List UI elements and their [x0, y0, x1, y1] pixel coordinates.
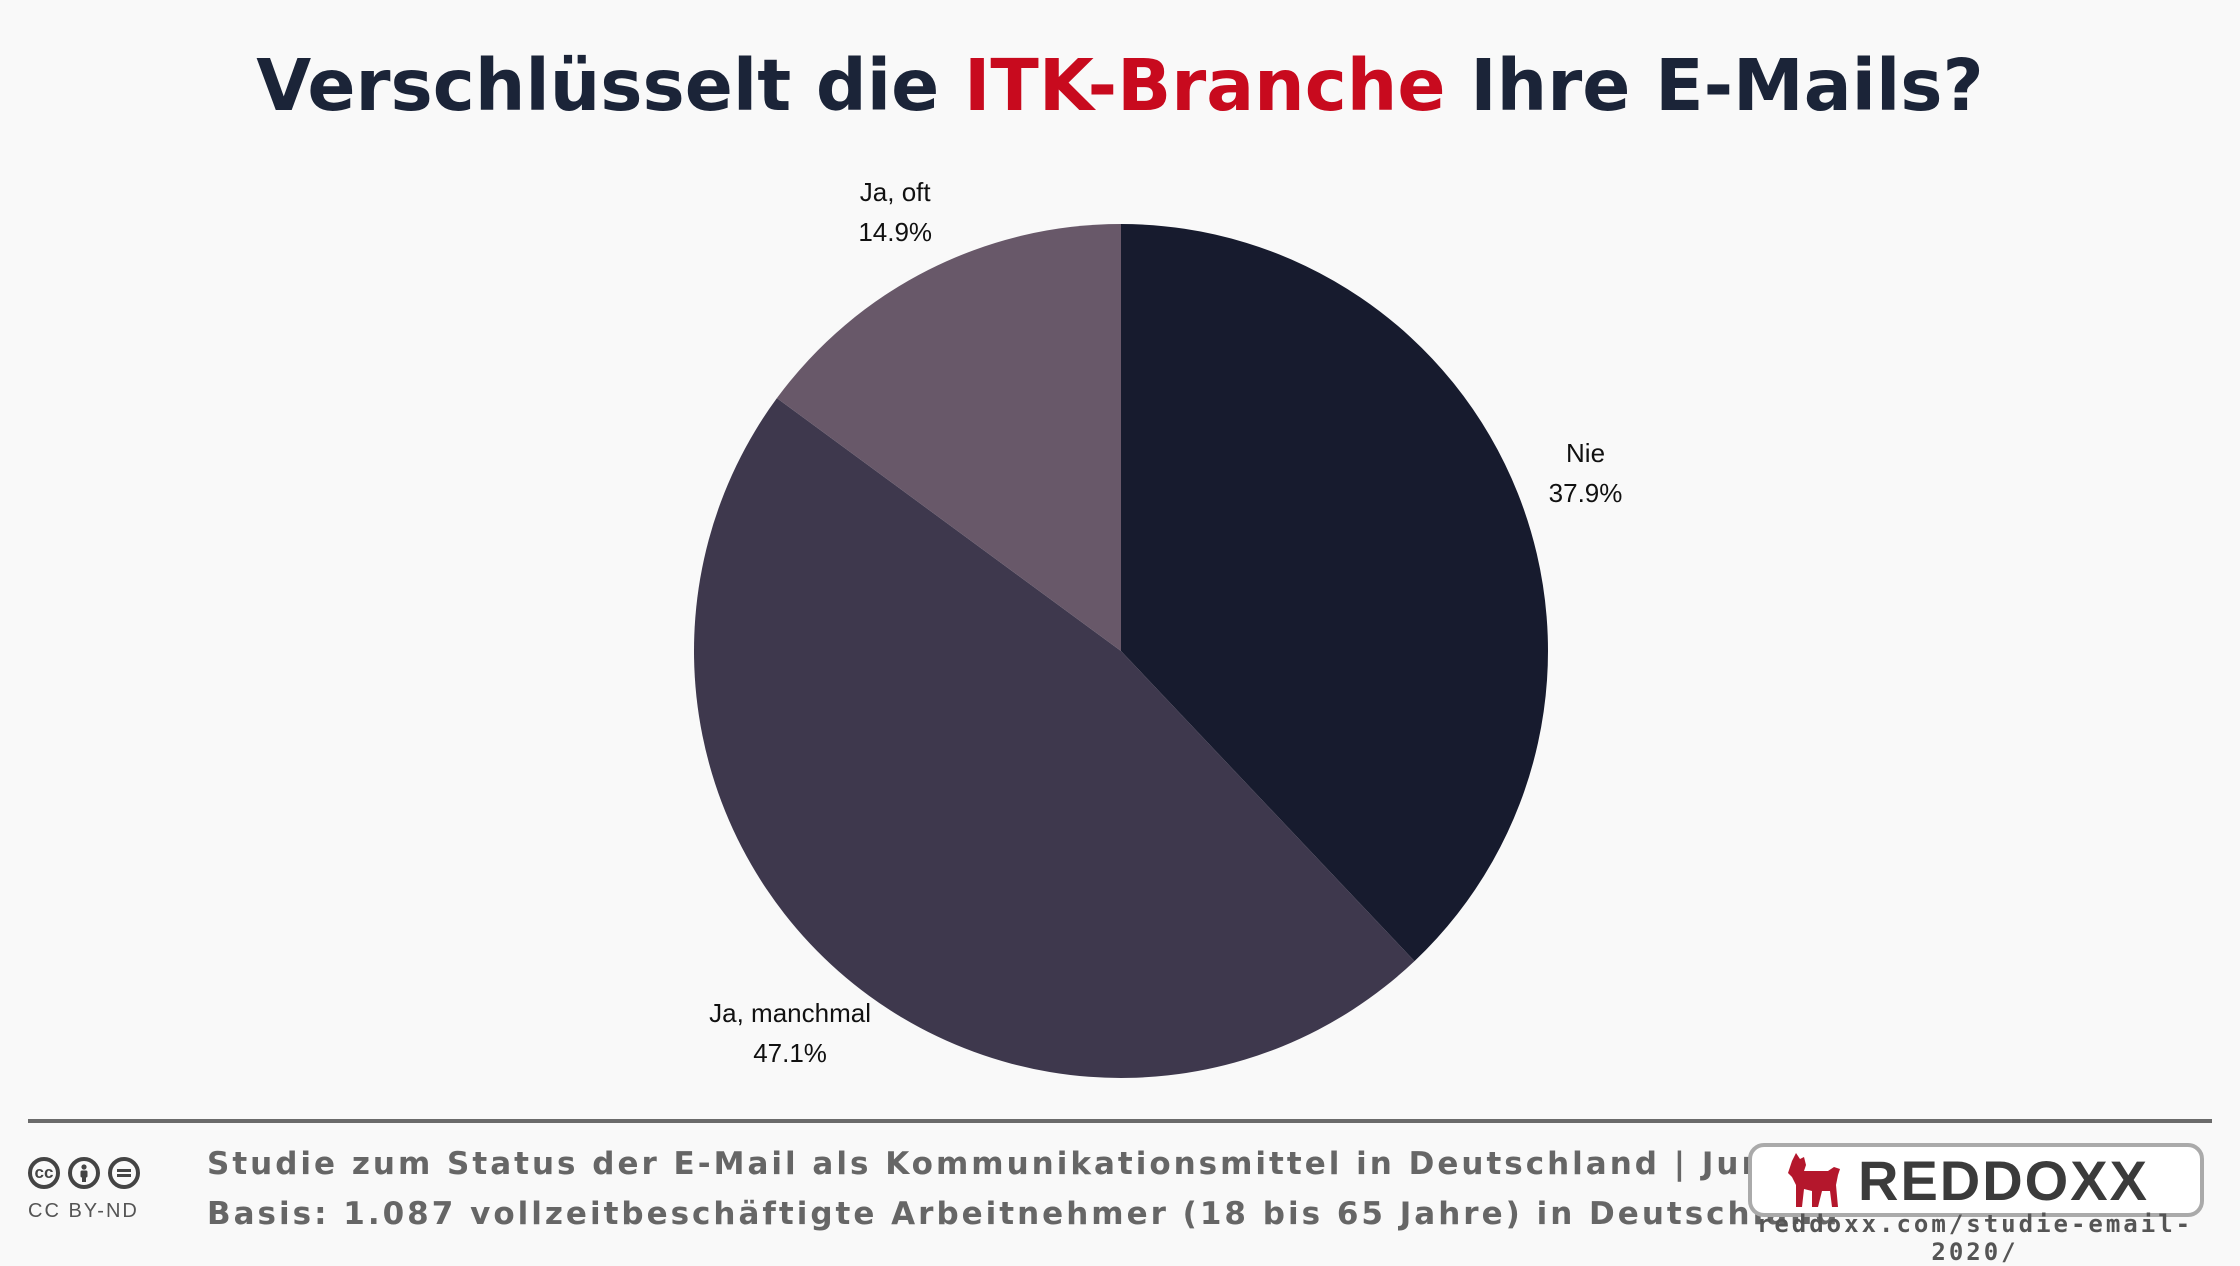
- nd-equals-icon: [108, 1157, 140, 1189]
- pie-chart: Nie 37.9% Ja, manchmal 47.1% Ja, oft 14.9%: [693, 177, 1623, 1078]
- slice-value-1: 47.1%: [753, 1038, 827, 1068]
- slice-label-2: Ja, oft: [860, 177, 932, 207]
- title-highlight: ITK-Branche: [963, 44, 1446, 127]
- slice-value-2: 14.9%: [858, 217, 932, 247]
- slice-value-0: 37.9%: [1549, 478, 1623, 508]
- study-url[interactable]: reddoxx.com/studie-email-2020/: [1756, 1210, 2194, 1266]
- footer-divider: [28, 1119, 2212, 1123]
- pie-slice-0: [1121, 224, 1548, 962]
- by-person-icon: [68, 1157, 100, 1189]
- footer-basis-line: Basis: 1.087 vollzeitbeschäftigte Arbeit…: [207, 1196, 1841, 1232]
- logo-text: REDDOXX: [1858, 1148, 2149, 1212]
- pie-slice-2: [776, 223, 1121, 651]
- dog-logo-icon: [1788, 1153, 1840, 1207]
- slice-label-1: Ja, manchmal: [709, 998, 871, 1028]
- chart-title: Verschlüsselt die ITK-Branche Ihre E-Mai…: [0, 44, 2240, 127]
- title-prefix: Verschlüsselt die: [256, 44, 964, 127]
- license-icons: cc: [28, 1157, 140, 1189]
- cc-icon: cc: [28, 1157, 60, 1189]
- title-suffix: Ihre E-Mails?: [1445, 44, 1984, 127]
- reddoxx-logo[interactable]: REDDOXX: [1748, 1143, 2204, 1217]
- pie-slice-1: [693, 398, 1415, 1078]
- license-label: CC BY-ND: [28, 1200, 139, 1222]
- footer-study-line: Studie zum Status der E-Mail als Kommuni…: [207, 1146, 1893, 1182]
- slice-label-0: Nie: [1566, 438, 1605, 468]
